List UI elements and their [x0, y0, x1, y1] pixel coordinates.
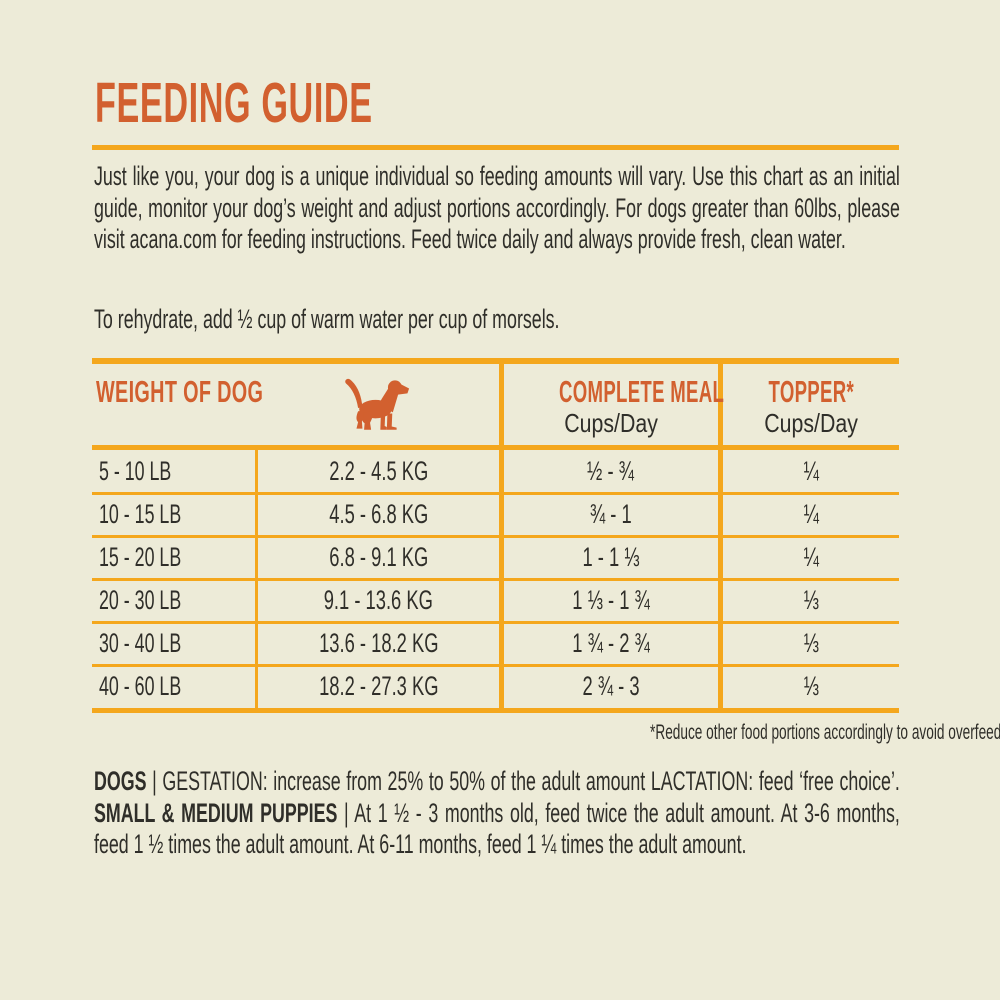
weight-lb-value: 10 - 15 LB — [99, 493, 181, 536]
weight-lb-value: 5 - 10 LB — [99, 450, 171, 493]
feeding-guide-panel: FEEDING GUIDE Just like you, your dog is… — [0, 0, 1000, 1000]
weight-lb-value: 20 - 30 LB — [99, 579, 181, 622]
complete-meal-value: 1 - 1 ⅓ — [582, 536, 639, 579]
weight-kg-value: 13.6 - 18.2 KG — [319, 622, 438, 665]
topper-value: ⅓ — [803, 665, 818, 708]
weight-kg-value: 2.2 - 4.5 KG — [329, 450, 428, 493]
column-unit-complete-meal: Cups/Day — [504, 406, 718, 440]
weight-kg-value: 9.1 - 13.6 KG — [324, 579, 433, 622]
table-border-bottom — [92, 708, 899, 713]
complete-meal-value: 2 ¾ - 3 — [582, 665, 639, 708]
topper-value: ⅓ — [803, 579, 818, 622]
complete-meal-value: 1 ⅓ - 1 ¾ — [572, 579, 650, 622]
intro-paragraph: Just like you, your dog is a unique indi… — [94, 161, 1000, 256]
complete-meal-value: ½ - ¾ — [588, 450, 635, 493]
weight-lb-value: 30 - 40 LB — [99, 622, 181, 665]
complete-meal-value: 1 ¾ - 2 ¾ — [572, 622, 650, 665]
topper-value: ⅓ — [803, 622, 818, 665]
complete-meal-value: ¾ - 1 — [590, 493, 632, 536]
dog-silhouette-icon — [340, 369, 412, 433]
table-footnote: *Reduce other food portions accordingly … — [449, 720, 899, 746]
column-unit-topper: Cups/Day — [723, 406, 899, 440]
weight-lb-value: 15 - 20 LB — [99, 536, 181, 579]
weight-kg-value: 18.2 - 27.3 KG — [319, 665, 438, 708]
weight-kg-value: 4.5 - 6.8 KG — [329, 493, 428, 536]
title-underline — [92, 145, 899, 150]
topper-value: ¼ — [803, 450, 818, 493]
weight-kg-value: 6.8 - 9.1 KG — [329, 536, 428, 579]
notes-dogs-label: DOGS — [94, 766, 146, 796]
column-header-weight: WEIGHT OF DOG — [96, 364, 336, 420]
topper-value: ¼ — [803, 493, 818, 536]
weight-lb-value: 40 - 60 LB — [99, 665, 181, 708]
page-title: FEEDING GUIDE — [95, 75, 558, 135]
rehydrate-note: To rehydrate, add ½ cup of warm water pe… — [94, 304, 1000, 336]
topper-value: ¼ — [803, 536, 818, 579]
notes-text: | GESTATION: increase from 25% to 50% of… — [146, 766, 899, 796]
feeding-notes: DOGS | GESTATION: increase from 25% to 5… — [94, 766, 1000, 861]
notes-puppies-label: SMALL & MEDIUM PUPPIES — [94, 798, 337, 828]
